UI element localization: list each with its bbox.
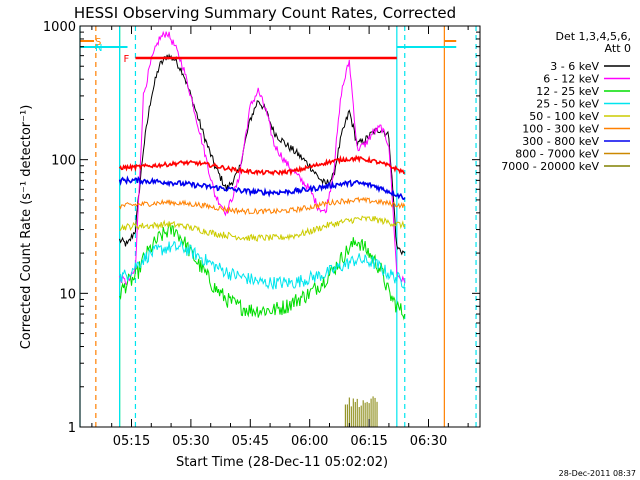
chart-title: HESSI Observing Summary Count Rates, Cor… <box>74 4 456 22</box>
x-tick-label: 05:15 <box>113 434 150 449</box>
series-line-8-100-kev <box>118 154 406 177</box>
series-line-3-6-kev <box>119 53 406 256</box>
series-line-6-12-kev <box>119 30 406 286</box>
legend-label: 800 - 7000 keV <box>515 148 599 161</box>
y-tick-label: 10 <box>59 287 76 302</box>
y-tick-label: 1 <box>68 421 76 436</box>
x-tick-label: 05:30 <box>172 434 209 449</box>
legend-label: 25 - 50 keV <box>536 98 599 111</box>
x-tick-label: 06:15 <box>350 434 387 449</box>
y-tick-label: 1000 <box>43 20 76 35</box>
y-axis: 1 10 100 1000 <box>43 20 480 436</box>
series-line-25-50-kev <box>119 239 406 290</box>
series-7000-20000-kev <box>344 396 378 427</box>
legend-label: 6 - 12 keV <box>543 73 599 86</box>
x-axis: 05:15 05:30 05:45 06:00 06:15 06:30 <box>91 26 469 449</box>
series-line-12-25-kev <box>119 223 406 321</box>
x-tick-label: 06:30 <box>410 434 447 449</box>
legend-label: 12 - 25 keV <box>536 85 599 98</box>
legend-label: 50 - 100 keV <box>529 110 599 123</box>
legend-title-line1: Det 1,3,4,5,6, <box>555 30 631 43</box>
legend-label: 300 - 800 keV <box>522 135 599 148</box>
flag-label-s: S <box>95 37 101 48</box>
y-axis-label: Corrected Count Rate (s⁻¹ detector⁻¹) <box>19 105 34 350</box>
series-line-50-100-kev <box>119 215 406 242</box>
plot-area: SN F <box>79 26 477 427</box>
flag-label-n: N <box>95 43 102 54</box>
legend-title-line2: Att 0 <box>605 42 631 55</box>
y-tick-label: 100 <box>51 154 76 169</box>
legend-label: 3 - 6 keV <box>550 60 599 73</box>
flag-label-f: F <box>123 54 129 65</box>
legend-label: 100 - 300 keV <box>522 123 599 136</box>
x-tick-label: 05:45 <box>232 434 269 449</box>
plot-frame <box>79 25 481 428</box>
series-line-300-800-kev <box>118 175 406 201</box>
timestamp: 28-Dec-2011 08:37 <box>559 469 636 478</box>
series-line-100-300-kev <box>119 196 406 216</box>
x-tick-label: 06:00 <box>291 434 328 449</box>
x-axis-label: Start Time (28-Dec-11 05:02:02) <box>176 455 388 470</box>
legend-label: 7000 - 20000 keV <box>501 160 599 173</box>
